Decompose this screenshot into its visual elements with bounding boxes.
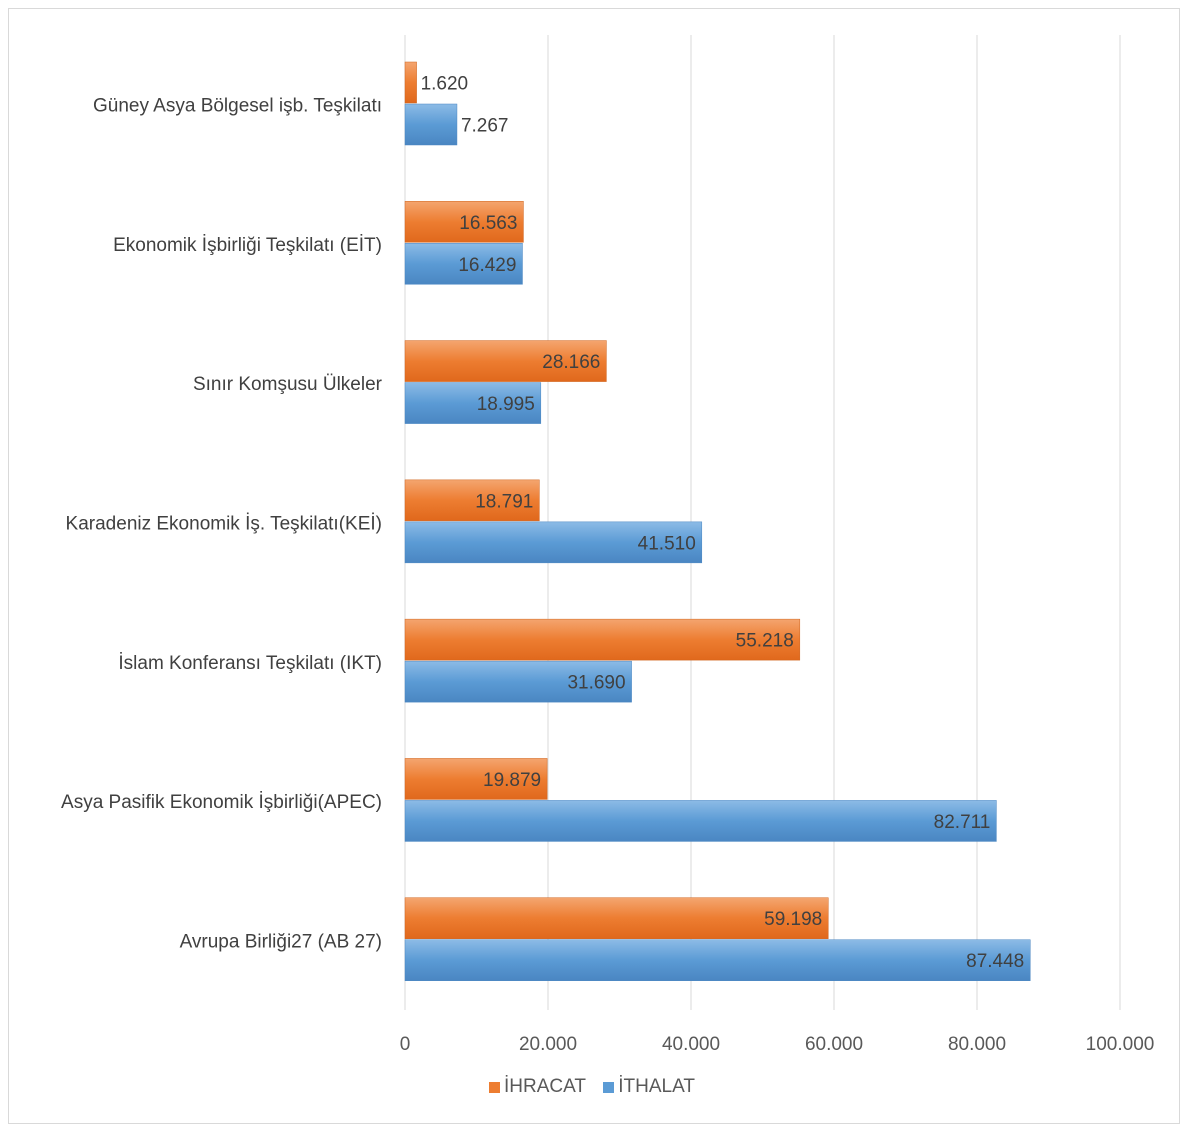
bar-ihracat	[404, 758, 548, 800]
bar-ihracat	[404, 479, 540, 522]
data-label: 82.711	[934, 812, 991, 833]
bar-ithalat	[404, 660, 632, 703]
data-label: 41.510	[638, 533, 696, 554]
bar-ithalat	[404, 521, 703, 564]
x-tick-label: 100.000	[1086, 1034, 1155, 1055]
legend-item-ihracat: İHRACAT	[489, 1076, 586, 1098]
x-axis-tick-labels: 0 20.000 40.000 60.000 80.000 100.000	[400, 1034, 1155, 1055]
legend-swatch-ihracat	[489, 1081, 500, 1093]
data-label: 18.791	[475, 491, 533, 512]
category-label: Karadeniz Ekonomik İş. Teşkilatı(KEİ)	[66, 514, 382, 535]
x-tick-label: 20.000	[519, 1034, 577, 1055]
bars	[404, 61, 1031, 981]
bar-chart: 1.620 7.267 16.563 16.429 28.166 18.995 18.791…	[61, 35, 1155, 1055]
bar-ithalat	[404, 800, 997, 842]
category-label: Asya Pasifik Ekonomik İşbirliği(APEC)	[61, 792, 382, 813]
data-label: 28.166	[542, 352, 600, 373]
data-label: 1.620	[421, 74, 469, 95]
bar-ihracat	[404, 618, 801, 661]
legend-label-ihracat: İHRACAT	[504, 1076, 586, 1097]
legend-swatch-ithalat	[603, 1081, 615, 1093]
bar-ithalat	[404, 243, 523, 285]
bar-ihracat	[404, 340, 607, 382]
category-label: Sınır Komşusu Ülkeler	[193, 374, 383, 395]
legend-item-ithalat: İTHALAT	[603, 1076, 695, 1098]
legend-label-ithalat: İTHALAT	[618, 1076, 695, 1097]
category-label: Ekonomik İşbirliği Teşkilatı (EİT)	[113, 235, 382, 256]
x-tick-label: 40.000	[662, 1034, 720, 1055]
data-label: 18.995	[477, 394, 535, 415]
data-label: 87.448	[966, 951, 1024, 972]
bar-ithalat	[404, 103, 458, 146]
data-labels: 1.620 7.267 16.563 16.429 28.166 18.995 18.791…	[421, 74, 1025, 973]
data-label: 19.879	[483, 770, 541, 791]
bar-ihracat	[404, 897, 829, 939]
category-label: Güney Asya Bölgesel işb. Teşkilatı	[93, 96, 382, 117]
gridlines	[404, 35, 1121, 1010]
category-label: Avrupa Birliği27 (AB 27)	[180, 931, 382, 952]
data-label: 31.690	[567, 673, 625, 694]
bar-ihracat	[404, 61, 417, 104]
bar-ithalat	[404, 939, 1031, 981]
x-tick-label: 80.000	[948, 1034, 1006, 1055]
legend: İHRACAT İTHALAT	[0, 1076, 1184, 1099]
bar-ihracat	[404, 201, 524, 243]
data-label: 59.198	[764, 909, 822, 930]
data-label: 16.429	[458, 255, 516, 276]
data-label: 7.267	[461, 116, 509, 137]
bar-ithalat	[404, 382, 542, 424]
x-tick-label: 0	[400, 1034, 411, 1055]
data-label: 16.563	[459, 213, 517, 234]
category-labels: Güney Asya Bölgesel işb. Teşkilatı Ekonom…	[61, 96, 383, 953]
data-label: 55.218	[736, 631, 794, 652]
category-label: İslam Konferansı Teşkilatı (IKT)	[118, 653, 382, 674]
x-tick-label: 60.000	[805, 1034, 863, 1055]
